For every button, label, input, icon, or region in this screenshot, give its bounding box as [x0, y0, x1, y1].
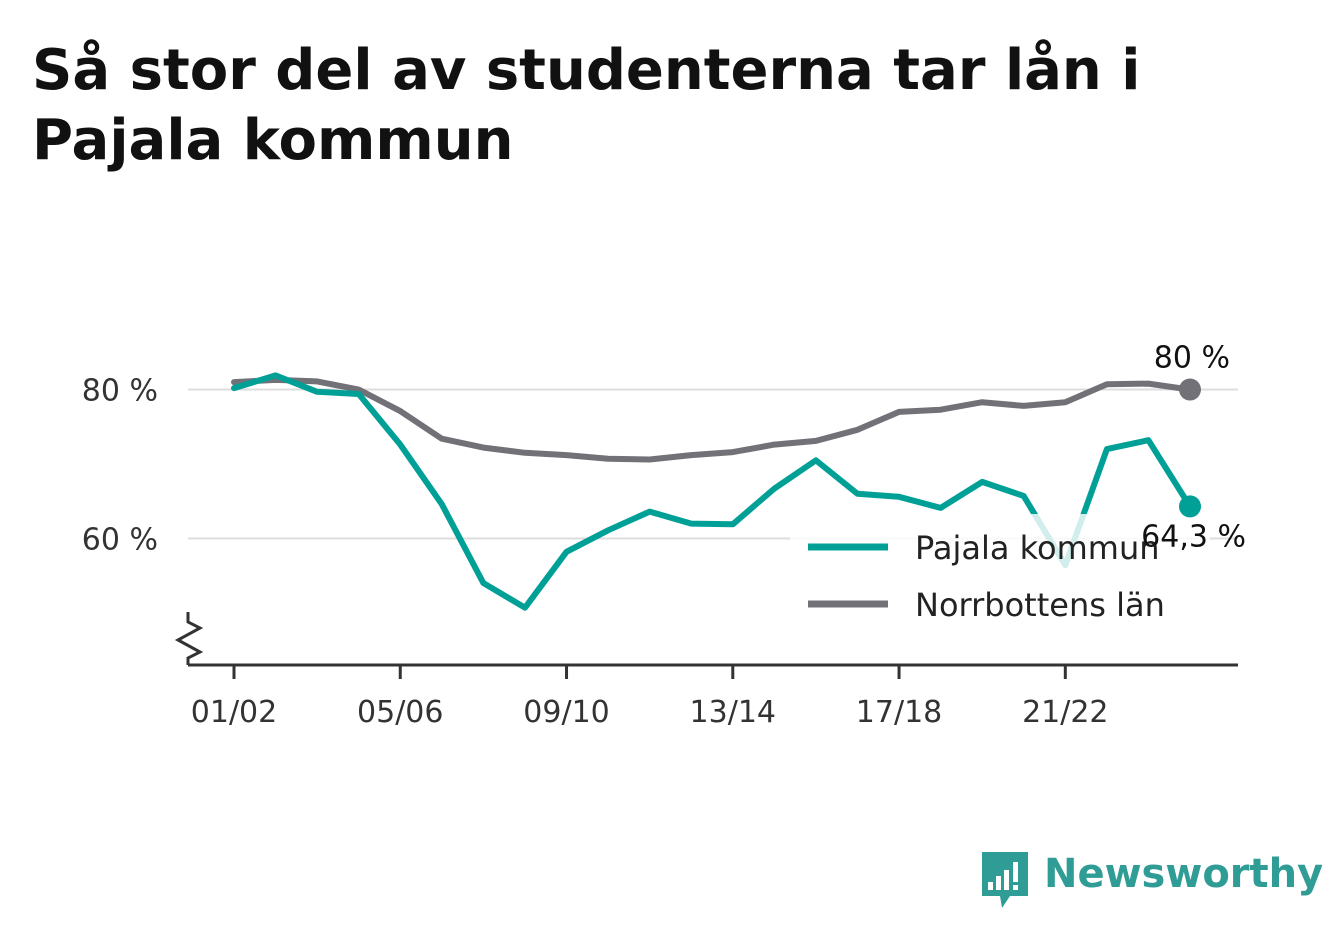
series-line-pajala-kommun [231, 372, 1193, 611]
x-tick-label: 13/14 [690, 695, 776, 730]
x-tick-label: 09/10 [523, 695, 609, 730]
x-tick-label: 17/18 [856, 695, 942, 730]
end-marker-pajala-kommun [1179, 495, 1201, 518]
brand-logo: Newsworthy [980, 850, 1322, 910]
legend[interactable]: Pajala kommun Norrbottens län [790, 514, 1210, 632]
legend-label-pajala-kommun: Pajala kommun [915, 529, 1160, 567]
x-tick-label: 21/22 [1022, 695, 1108, 730]
chart-title: Så stor del av studenterna tar lån i Paj… [32, 38, 1141, 173]
end-label-norrbottens-lan: 80 % [1154, 341, 1230, 376]
legend-label-norrbottens-lan: Norrbottens län [915, 586, 1165, 624]
axis-break-icon [174, 612, 204, 665]
series-line-norrbottens-lan [231, 376, 1193, 463]
x-tick-label: 01/02 [191, 695, 277, 730]
end-marker-norrbottens-lan [1179, 378, 1201, 401]
axes: 60 % 80 % 01/02 05/06 09/10 13/14 17/18 21/22 [82, 374, 1238, 730]
series [231, 372, 1193, 611]
x-tick-label: 05/06 [357, 695, 443, 730]
end-label-pajala-kommun: 64,3 % [1141, 519, 1246, 554]
end-labels: 80 % 64,3 % [1141, 341, 1246, 555]
newsworthy-logo-icon [982, 852, 1028, 908]
brand-name: Newsworthy [1044, 851, 1322, 897]
y-tick-label: 80 % [82, 374, 158, 409]
y-tick-label: 60 % [82, 522, 158, 557]
legend-background [790, 514, 1210, 632]
